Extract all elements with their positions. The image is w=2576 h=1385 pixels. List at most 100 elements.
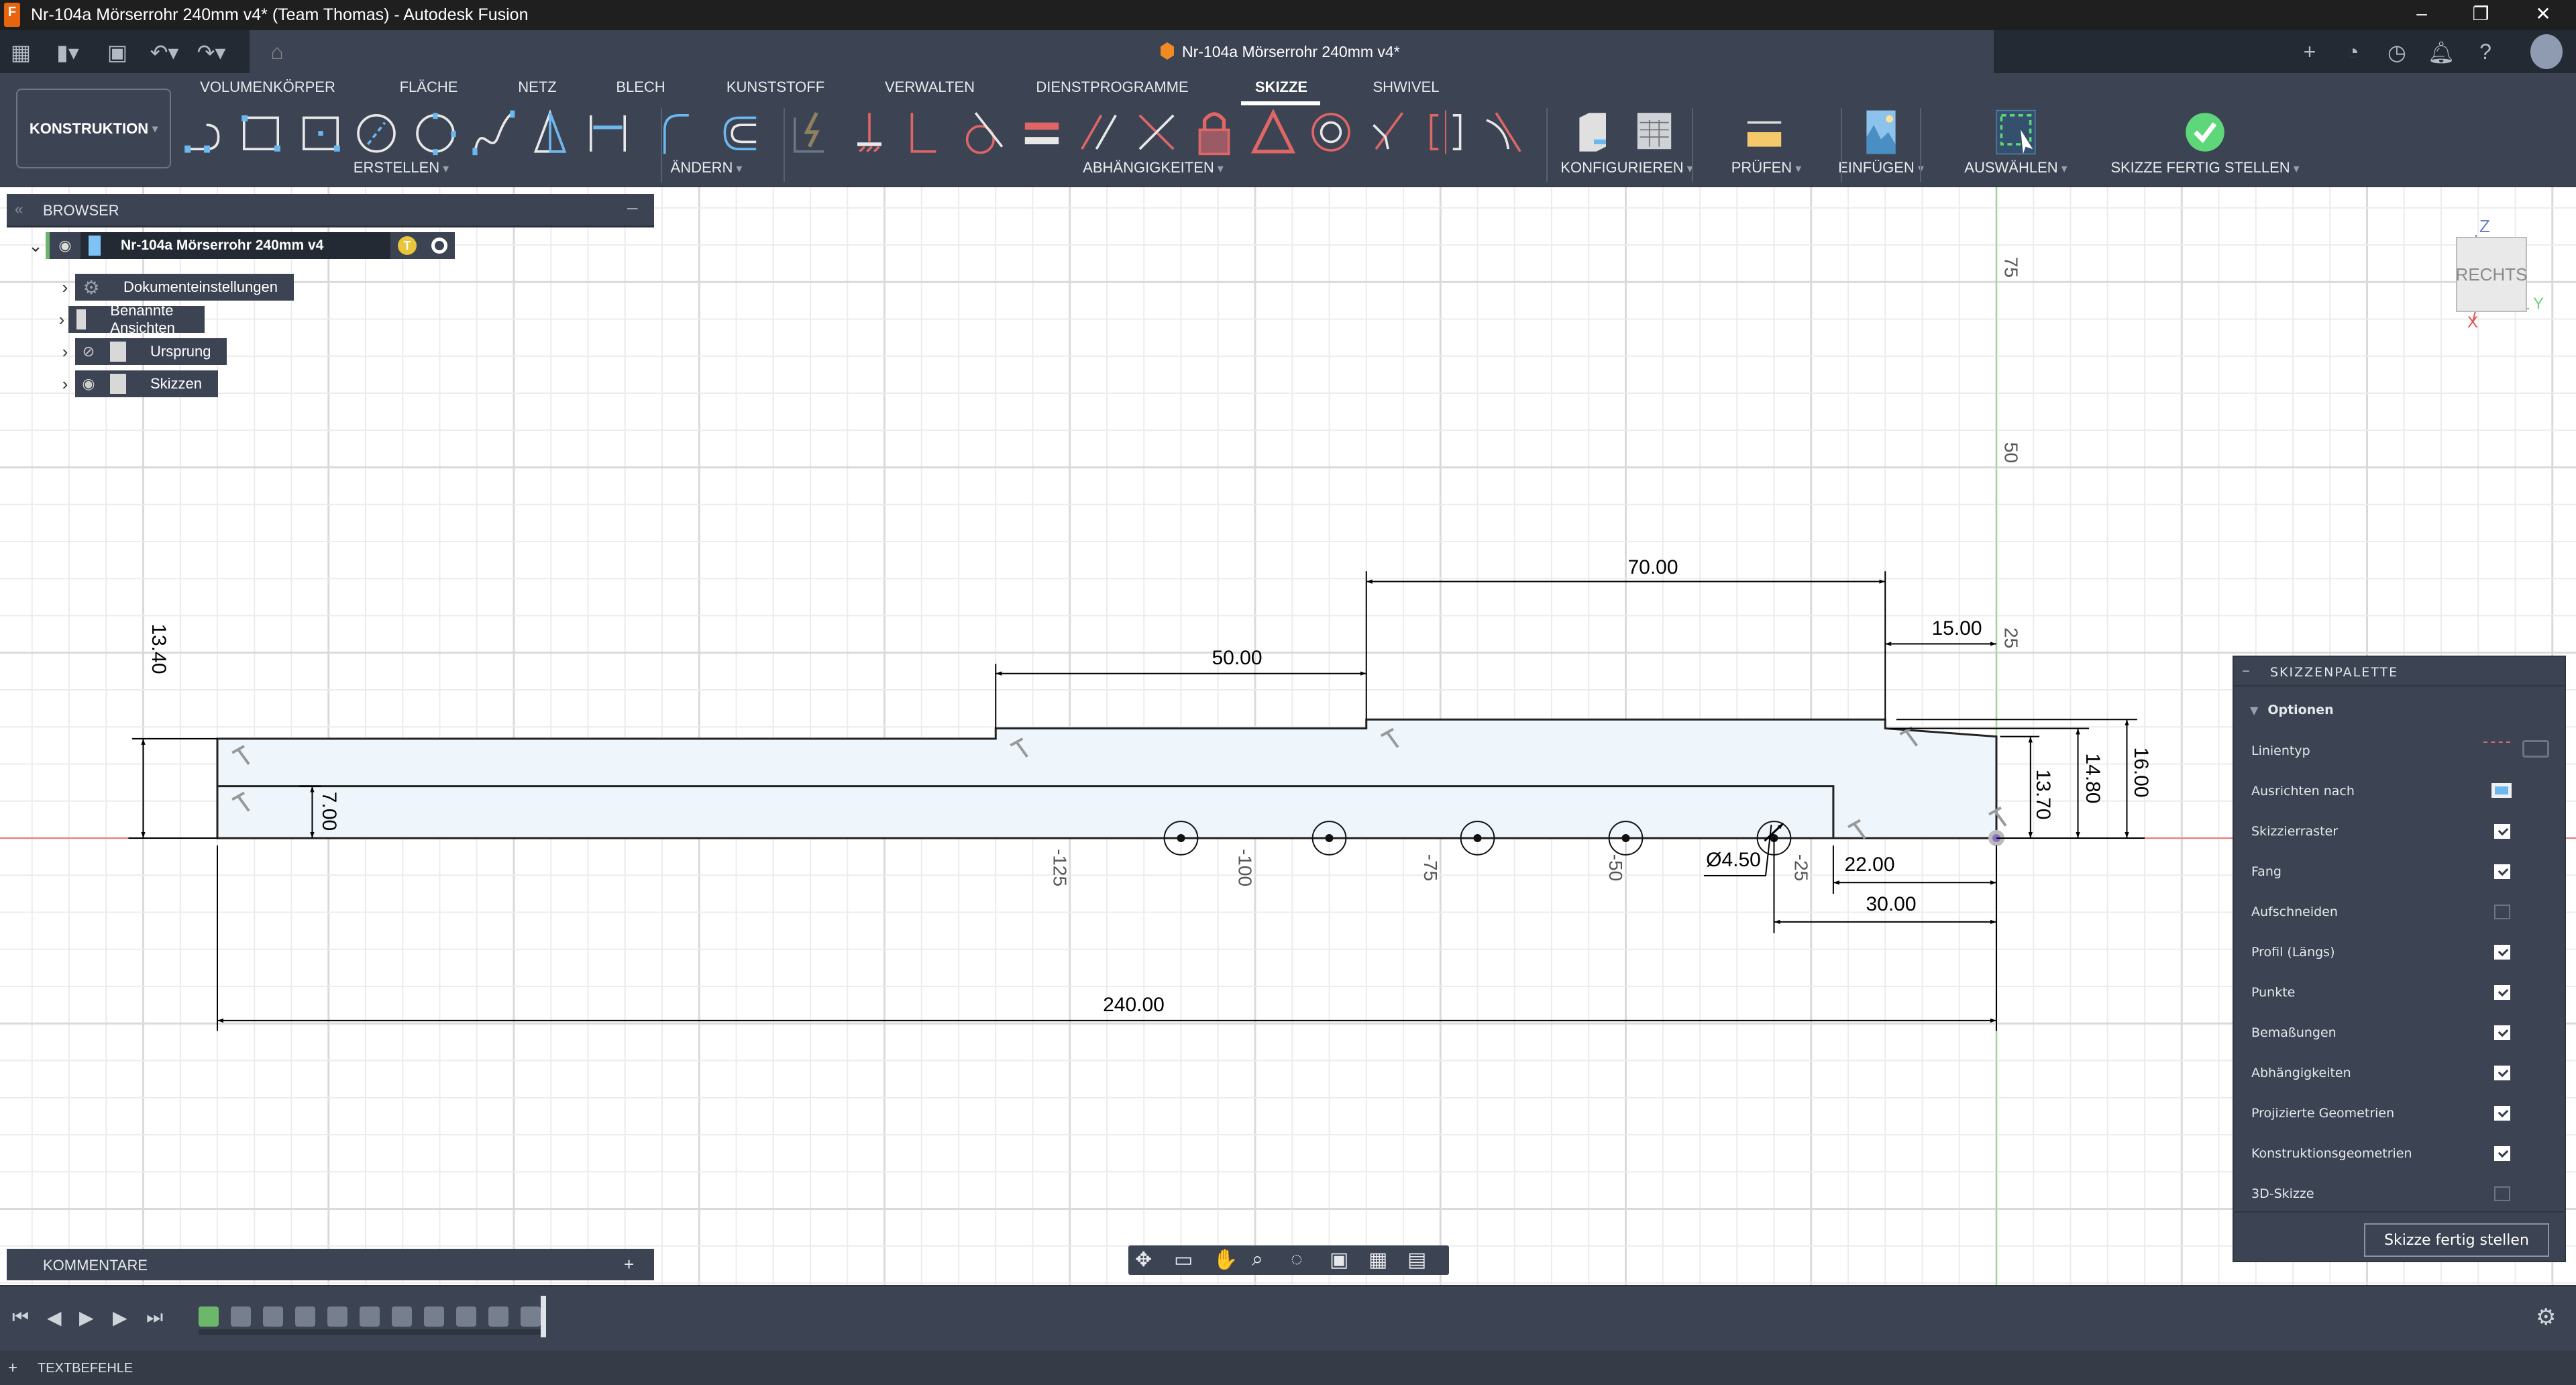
view-cube[interactable]: Z Y X RECHTS — [2415, 208, 2549, 329]
tree-root[interactable]: ⌄ ◉ Nr-104a Mörserrohr 240mm v4 T — [25, 232, 455, 259]
inner-bore-line[interactable] — [217, 785, 1835, 838]
timeline-feature[interactable] — [360, 1306, 380, 1327]
dimension-icon[interactable] — [584, 108, 632, 156]
palette-option-checkbox[interactable] — [2494, 864, 2510, 879]
lock-icon[interactable] — [1190, 108, 1238, 156]
midpoint-icon[interactable] — [1364, 108, 1412, 156]
construction-linetype-icon[interactable] — [2483, 741, 2510, 759]
triangle-icon[interactable] — [526, 108, 574, 156]
palette-option-checkbox[interactable] — [2494, 905, 2510, 919]
job-status-icon[interactable]: ◷ — [2387, 40, 2406, 64]
three-point-circle-icon[interactable] — [411, 108, 460, 156]
constraint-glyph[interactable] — [1380, 727, 1399, 748]
hole-circle[interactable] — [1311, 821, 1347, 856]
chevron-down-icon[interactable]: ⌄ — [28, 235, 43, 256]
home-icon[interactable]: ⌂ — [270, 40, 284, 64]
display-settings-icon[interactable]: ▣ — [1330, 1249, 1349, 1271]
add-comment-button[interactable]: + — [624, 1254, 635, 1274]
dimension-value[interactable]: 50.00 — [1212, 647, 1262, 669]
palette-option-checkbox[interactable] — [2494, 985, 2510, 1000]
help-icon[interactable]: ? — [2479, 40, 2491, 64]
eye-hidden-icon[interactable]: ⊘ — [82, 343, 95, 360]
hole-circle[interactable] — [1460, 821, 1495, 856]
timeline-feature[interactable] — [231, 1306, 251, 1327]
center-rectangle-icon[interactable] — [297, 108, 345, 156]
centerline-linetype-icon[interactable] — [2522, 740, 2549, 758]
workspace-switcher[interactable]: KONSTRUKTION ▾ — [16, 89, 171, 168]
viewcube-face[interactable] — [2456, 237, 2527, 312]
eye-icon[interactable]: ◉ — [50, 232, 80, 259]
triangle-constraint-icon[interactable] — [1249, 108, 1297, 156]
constraint-glyph[interactable] — [231, 745, 250, 766]
palette-option-checkbox[interactable] — [2494, 1025, 2510, 1040]
group-menu-5[interactable]: EINFÜGEN — [1838, 159, 1924, 176]
finish-sketch-icon[interactable] — [2181, 108, 2229, 156]
tangent-icon[interactable] — [959, 108, 1007, 156]
offset-icon[interactable] — [715, 108, 763, 156]
dimension-value[interactable]: 13.70 — [2032, 769, 2054, 819]
constraint-glyph[interactable] — [231, 791, 250, 812]
palette-option-checkbox[interactable] — [2494, 1066, 2510, 1080]
rectangle-icon[interactable] — [237, 108, 285, 156]
timeline-settings-gear-icon[interactable]: ⚙ — [2536, 1304, 2557, 1330]
dimension-value[interactable]: 22.00 — [1844, 854, 1894, 876]
tab-shwivel[interactable]: SHWIVEL — [1373, 79, 1440, 95]
tab-netz[interactable]: NETZ — [518, 79, 557, 95]
timeline-feature[interactable] — [295, 1306, 315, 1327]
tab-skizze[interactable]: SKIZZE — [1254, 79, 1308, 95]
fix-icon[interactable] — [845, 108, 894, 156]
curvature-icon[interactable] — [1479, 108, 1527, 156]
tab-kunststoff[interactable]: KUNSTSTOFF — [726, 79, 825, 95]
dimension-hole-diameter[interactable]: Ø4.50 — [1706, 849, 1761, 871]
tab-volumenkörper[interactable]: VOLUMENKÖRPER — [200, 79, 335, 95]
hole-center-point[interactable] — [1473, 834, 1482, 842]
dimension-value[interactable]: 7.00 — [318, 792, 340, 831]
last-icon[interactable]: ⏭ — [146, 1306, 164, 1327]
grid-icon[interactable]: ▦ — [10, 40, 32, 64]
constraint-glyph[interactable] — [1010, 737, 1028, 758]
tab-fläche[interactable]: FLÄCHE — [399, 79, 458, 95]
timeline-feature[interactable] — [456, 1306, 476, 1327]
eye-icon[interactable]: ◉ — [82, 375, 95, 392]
file-icon[interactable]: ▮▾ — [56, 40, 79, 64]
first-icon[interactable]: ⏮ — [12, 1306, 30, 1327]
viewports-icon[interactable]: ▤ — [1407, 1249, 1427, 1271]
chevron-right-icon[interactable]: › — [62, 276, 68, 297]
redo-icon[interactable]: ↷▾ — [197, 40, 226, 64]
group-menu-1[interactable]: ÄNDERN — [671, 159, 743, 176]
group-menu-0[interactable]: ERSTELLEN — [354, 159, 449, 176]
timeline-feature[interactable] — [488, 1306, 508, 1327]
close-window-button[interactable]: ✕ — [2535, 3, 2551, 24]
palette-option-checkbox[interactable] — [2494, 1106, 2510, 1121]
table-icon[interactable] — [1630, 108, 1678, 156]
hole-circle[interactable] — [1163, 821, 1199, 856]
dimension-value[interactable]: 13.40 — [148, 623, 170, 674]
line-icon[interactable] — [180, 108, 228, 156]
document-tab[interactable]: Nr-104a Mörserrohr 240mm v4* — [1161, 42, 1400, 61]
dimension-value[interactable]: 70.00 — [1627, 556, 1678, 578]
group-menu-6[interactable]: AUSWÄHLEN — [1964, 159, 2067, 176]
symmetry-icon[interactable] — [1421, 108, 1470, 156]
circle-icon[interactable] — [352, 108, 400, 156]
timeline-feature[interactable] — [263, 1306, 283, 1327]
browser-item-benannte-ansichten[interactable]: › Benannte Ansichten — [55, 302, 205, 336]
palette-option-checkbox[interactable] — [2494, 1146, 2510, 1161]
dimension-value[interactable]: 15.00 — [1931, 617, 1982, 639]
finish-sketch-button[interactable]: Skizze fertig stellen — [2364, 1223, 2549, 1257]
orbit-icon[interactable]: ✥ — [1135, 1249, 1152, 1271]
dimension-value[interactable]: 30.00 — [1866, 893, 1916, 915]
avatar[interactable] — [2530, 34, 2563, 69]
hole-center-point[interactable] — [1177, 834, 1185, 842]
dimension-value[interactable]: 240.00 — [1103, 994, 1165, 1016]
timeline-feature[interactable] — [521, 1306, 541, 1327]
timeline-feature[interactable] — [392, 1306, 412, 1327]
dimension-value[interactable]: 16.00 — [2130, 747, 2152, 797]
tab-blech[interactable]: BLECH — [616, 79, 665, 95]
expand-text-commands-button[interactable]: + — [8, 1359, 18, 1377]
look-at-icon[interactable]: ▭ — [1174, 1249, 1193, 1271]
activate-radio[interactable] — [431, 238, 447, 254]
tab-verwalten[interactable]: VERWALTEN — [884, 79, 975, 95]
chevron-right-icon[interactable]: › — [58, 309, 65, 329]
user-badge[interactable]: T — [398, 236, 417, 255]
insert-image-icon[interactable] — [1857, 108, 1905, 156]
